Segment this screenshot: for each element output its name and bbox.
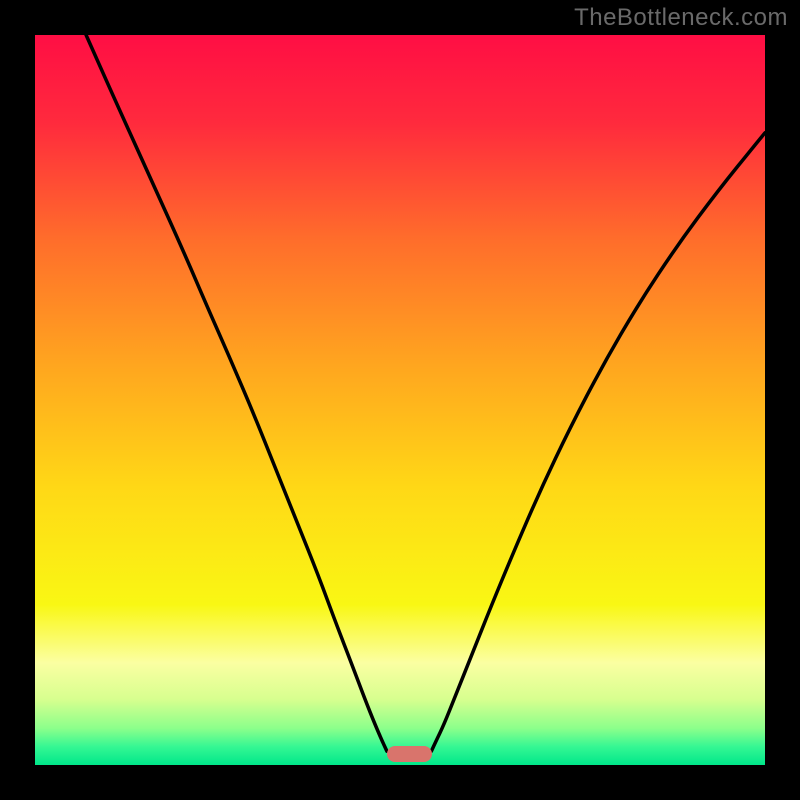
curve-right bbox=[431, 133, 765, 751]
plot-area bbox=[35, 35, 765, 765]
curves-layer bbox=[35, 35, 765, 765]
watermark-text: TheBottleneck.com bbox=[574, 4, 788, 32]
curve-left bbox=[86, 35, 387, 751]
bottleneck-marker bbox=[387, 746, 432, 762]
